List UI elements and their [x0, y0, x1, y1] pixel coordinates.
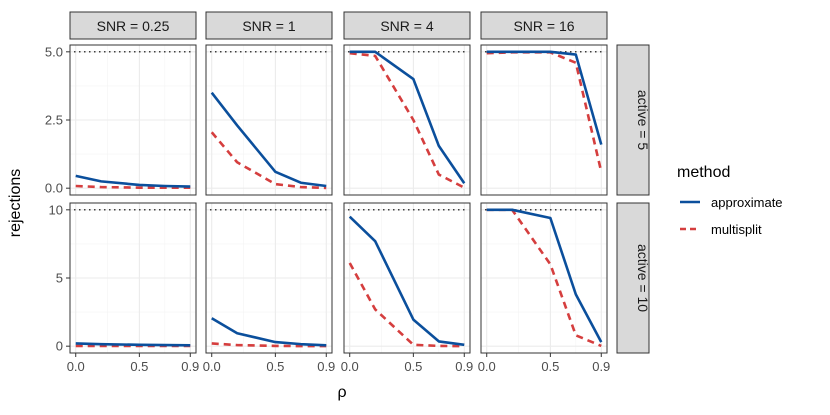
facet-label-col-0: SNR = 0.25 [97, 18, 170, 34]
panels-layer [69, 44, 608, 354]
x-tick-label-c0: 0.9 [181, 359, 199, 374]
legend-label-approximate: approximate [711, 195, 783, 210]
facet-label-row-0: active = 5 [635, 90, 651, 151]
y-tick-label-r0: 2.5 [45, 113, 63, 128]
axes-layer: 0.0 2.5 5.0 0 5 10 0.0 0.5 0.9 0.0 0.5 0.9 0.0 0.5 0.9… [45, 44, 610, 374]
series-line-approximate-r1-c0 [75, 342, 191, 347]
series-line-multisplit-r0-c2 [349, 51, 465, 189]
y-tick-label-r1: 10 [49, 202, 63, 217]
strips-layer: SNR = 0.25 SNR = 1 SNR = 4 SNR = 16 active =… [69, 11, 651, 354]
series-line-approximate-r0-c0 [75, 174, 191, 188]
legend: method approximate multisplit [677, 164, 783, 237]
y-tick-label-r1: 0 [56, 339, 63, 354]
panel-border [343, 202, 471, 354]
series-line-approximate-r1-c2 [348, 215, 465, 347]
facet-strip-row-0 [616, 44, 650, 196]
series-line-approximate-r1-c3 [486, 208, 603, 343]
x-tick-label-c1: 0.9 [317, 359, 335, 374]
facet-strip-row-1 [616, 202, 650, 354]
series-line-approximate-r1-c1 [211, 317, 327, 347]
facet-label-col-3: SNR = 16 [513, 18, 574, 34]
y-tick-label-r1: 5 [56, 271, 63, 286]
x-tick-label-c2: 0.5 [404, 359, 422, 374]
panel-r0-c2 [343, 44, 471, 196]
facet-label-col-2: SNR = 4 [380, 18, 434, 34]
x-tick-label-c3: 0.5 [541, 359, 559, 374]
panel-border [205, 202, 333, 354]
x-tick-label-c0: 0.0 [67, 359, 85, 374]
facet-label-col-1: SNR = 1 [242, 18, 296, 34]
panel-r1-c3 [480, 202, 608, 354]
panel-border [205, 44, 333, 196]
series-line-multisplit-r0-c1 [210, 131, 327, 190]
y-tick-label-r0: 5.0 [45, 44, 63, 59]
series-line-approximate-r0-c1 [210, 91, 327, 188]
legend-title: method [677, 164, 730, 181]
series-line-multisplit-r1-c1 [211, 342, 327, 348]
panel-r1-c2 [343, 202, 471, 354]
series-line-multisplit-r1-c2 [348, 262, 465, 348]
x-tick-label-c2: 0.0 [341, 359, 359, 374]
y-axis-title: rejections [7, 169, 24, 237]
x-tick-label-c3: 0.9 [592, 359, 610, 374]
panel-r0-c0 [69, 44, 197, 196]
x-tick-label-c3: 0.0 [478, 359, 496, 374]
x-tick-label-c1: 0.5 [266, 359, 284, 374]
panel-border [343, 44, 471, 196]
panel-r0-c1 [205, 44, 333, 196]
facet-strip-col-0 [69, 11, 197, 40]
x-axis-title: ρ [337, 384, 346, 401]
series-line-approximate-r0-c3 [486, 50, 603, 145]
x-tick-label-c0: 0.5 [130, 359, 148, 374]
y-tick-label-r0: 0.0 [45, 181, 63, 196]
x-tick-label-c2: 0.9 [455, 359, 473, 374]
x-tick-label-c1: 0.0 [203, 359, 221, 374]
facet-strip-col-1 [205, 11, 333, 40]
facet-label-row-1: active = 10 [635, 244, 651, 312]
facet-strip-col-3 [480, 11, 608, 40]
panel-r1-c0 [69, 202, 197, 354]
facet-strip-col-2 [343, 11, 471, 40]
panel-border [480, 44, 608, 196]
panel-r1-c1 [205, 202, 333, 354]
series-line-multisplit-r0-c0 [75, 184, 191, 189]
legend-label-multisplit: multisplit [711, 222, 762, 237]
series-line-approximate-r0-c2 [349, 50, 466, 185]
panel-r0-c3 [480, 44, 608, 196]
panel-border [480, 202, 608, 354]
